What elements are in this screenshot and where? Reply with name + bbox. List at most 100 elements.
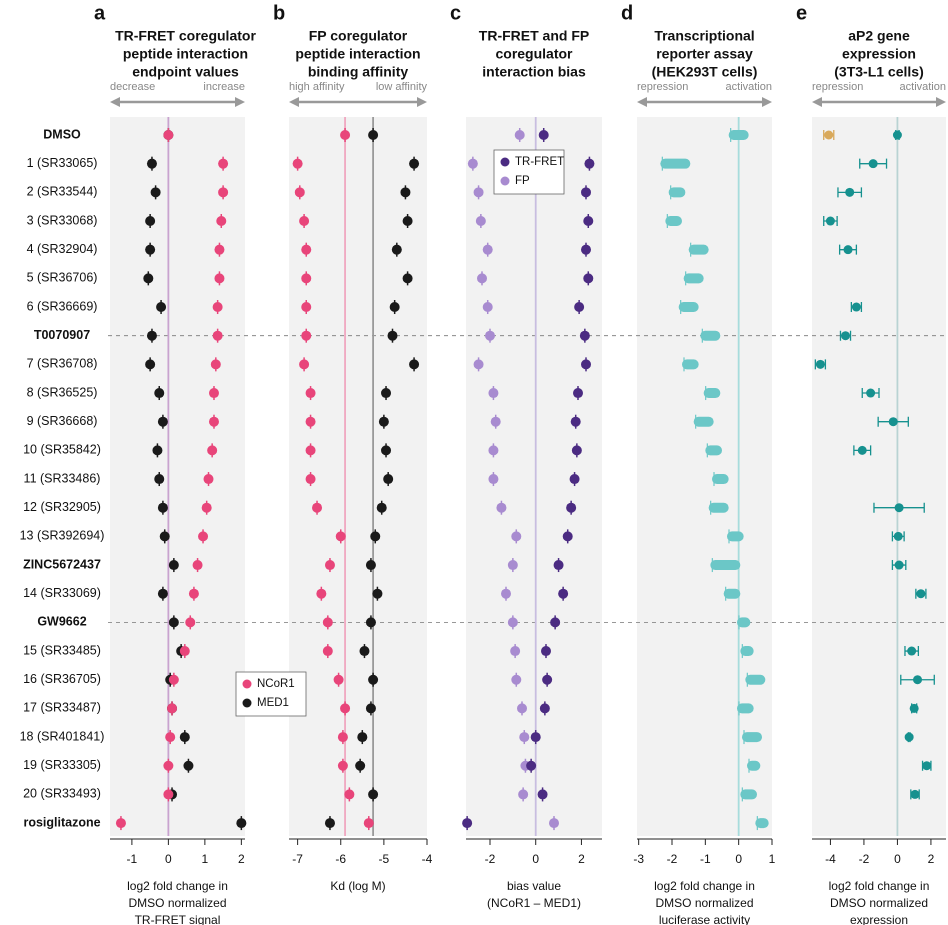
panel-title: reporter assay [656, 46, 753, 62]
replicate-spread [668, 187, 686, 198]
dot [868, 159, 878, 169]
replicate-spread [737, 703, 754, 714]
row-label: 4 (SR32904) [27, 242, 98, 256]
legend-label: FP [515, 175, 530, 187]
x-axis-label: TR-FRET signal [135, 913, 221, 925]
x-axis-label: expression [850, 913, 908, 925]
dot [402, 273, 413, 284]
dot [163, 789, 174, 800]
dot [402, 216, 413, 227]
dot [538, 130, 549, 140]
x-tick-label: -2 [485, 852, 496, 866]
replicate-spread [703, 388, 721, 399]
panel-title: TR-FRET coregulator [115, 28, 256, 44]
dot [214, 273, 225, 284]
dot [517, 703, 527, 714]
dot [501, 588, 511, 599]
dot [381, 388, 392, 399]
x-tick-label: 2 [928, 852, 935, 866]
row-label: 7 (SR36708) [27, 357, 98, 371]
row-label: 11 (SR33486) [24, 471, 101, 485]
legend-label: NCoR1 [257, 678, 295, 690]
dot [316, 588, 327, 599]
dot [566, 502, 577, 513]
dot [305, 416, 316, 427]
dot [236, 818, 247, 829]
dot [843, 245, 853, 255]
dot [185, 617, 196, 628]
x-axis-label: log2 fold change in [829, 879, 930, 893]
replicate-spread [682, 359, 699, 370]
dot [198, 531, 209, 542]
panel-bg [466, 117, 602, 836]
dot [368, 789, 379, 800]
row-label: 9 (SR36668) [27, 414, 98, 428]
dot [537, 789, 548, 800]
row-label: 19 (SR33305) [23, 758, 101, 772]
panel-bg [110, 117, 245, 836]
row-label: 18 (SR401841) [20, 729, 105, 743]
x-axis-label: DMSO normalized [655, 896, 753, 910]
dot [301, 302, 312, 313]
dot [365, 617, 376, 628]
dot [562, 531, 573, 542]
dot [146, 330, 157, 341]
panel-title: binding affinity [308, 64, 409, 80]
dot [541, 646, 551, 657]
dot [333, 674, 344, 685]
dot [179, 732, 190, 743]
dot [216, 216, 227, 227]
dot [159, 531, 170, 542]
panel-letter: a [94, 2, 106, 24]
panel-title: TR-FRET and FP [479, 28, 589, 44]
arrow-label: high affinity [289, 81, 345, 93]
dot [916, 589, 926, 599]
dot [387, 330, 398, 341]
dot [910, 789, 920, 799]
dot [322, 617, 333, 628]
dot [143, 273, 154, 284]
panel-title: interaction bias [482, 64, 586, 80]
dot [335, 531, 346, 542]
replicate-spread [683, 273, 704, 284]
dot [168, 560, 179, 571]
dot [569, 474, 580, 485]
x-tick-label: -1 [127, 852, 138, 866]
panel-title: (3T3-L1 cells) [834, 64, 923, 80]
dot [530, 732, 541, 743]
panel-title: aP2 gene [848, 28, 910, 44]
dot [574, 302, 585, 313]
x-tick-label: -4 [422, 852, 433, 866]
dot [514, 130, 525, 140]
x-tick-label: 1 [202, 852, 209, 866]
dot [581, 244, 591, 255]
x-tick-label: -4 [825, 852, 836, 866]
row-label: 10 (SR35842) [23, 443, 101, 457]
legend-swatch [242, 698, 252, 708]
dot [510, 646, 521, 657]
dot [305, 445, 316, 456]
dot [824, 130, 834, 140]
dot [583, 273, 594, 284]
dot [909, 703, 919, 713]
dot [462, 818, 473, 829]
dot [409, 158, 420, 169]
dot [894, 503, 904, 513]
replicate-spread [728, 130, 749, 140]
panel-title: Transcriptional [654, 28, 754, 44]
dot [188, 588, 199, 599]
x-tick-label: -2 [859, 852, 870, 866]
row-label: 20 (SR33493) [23, 787, 101, 801]
dot [553, 560, 564, 571]
dot [518, 789, 529, 800]
replicate-spread [693, 416, 714, 427]
x-axis-label: DMSO normalized [128, 896, 226, 910]
replicate-spread [665, 216, 682, 227]
dot [157, 502, 168, 513]
dot [363, 818, 374, 829]
dot [299, 216, 310, 227]
dot [482, 302, 493, 313]
dot [549, 818, 559, 829]
dot [845, 187, 855, 197]
